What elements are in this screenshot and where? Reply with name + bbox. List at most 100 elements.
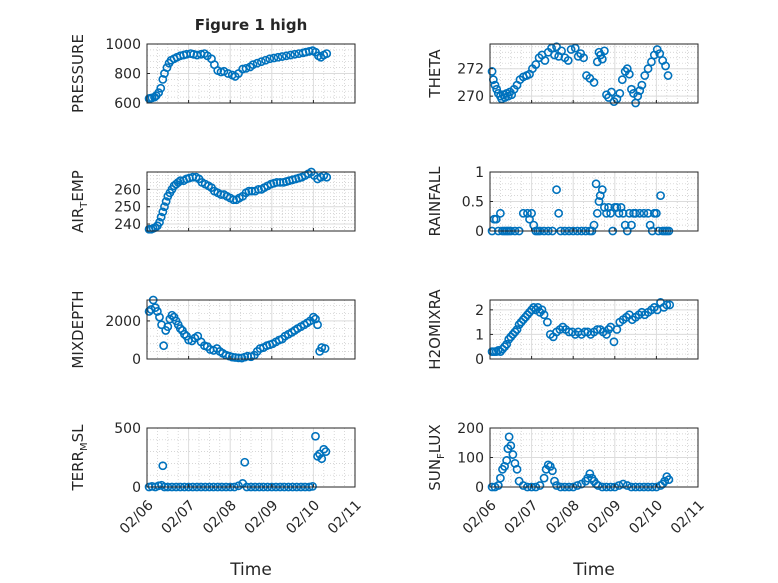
- data-point: [617, 75, 627, 85]
- x-tick-label: 02/11: [325, 497, 365, 537]
- data-point: [570, 43, 580, 53]
- data-point: [600, 46, 609, 56]
- data-point: [495, 473, 505, 483]
- y-axis-label: AIRTEMP: [69, 170, 90, 233]
- data-point: [609, 337, 619, 347]
- data-point: [615, 88, 625, 98]
- data-point: [319, 444, 329, 454]
- y-tick-label: 250: [114, 200, 141, 216]
- y-tick-label: 272: [457, 62, 484, 78]
- data-point: [589, 78, 599, 87]
- data-point: [506, 441, 516, 451]
- data-point: [308, 482, 317, 491]
- data-point: [527, 208, 536, 218]
- data-point: [155, 312, 164, 322]
- data-point: [618, 208, 628, 218]
- data-point: [643, 208, 653, 218]
- data-point: [539, 310, 549, 320]
- data-point: [602, 330, 611, 339]
- data-point: [604, 325, 613, 334]
- x-axis-label-left: Time: [229, 560, 272, 580]
- data-point: [643, 64, 653, 74]
- data-point: [491, 214, 501, 224]
- data-point: [173, 178, 183, 187]
- data-point: [492, 84, 502, 94]
- data-point: [612, 325, 622, 334]
- data-point: [661, 61, 670, 71]
- data-point: [156, 83, 166, 93]
- data-point: [606, 208, 616, 218]
- y-tick-label: 500: [114, 421, 141, 437]
- x-tick-label: 02/10: [283, 497, 323, 537]
- data-point: [248, 60, 258, 70]
- data-point: [512, 464, 522, 474]
- data-point: [591, 179, 601, 189]
- data-point: [154, 88, 164, 98]
- x-tick-label: 02/09: [585, 497, 625, 537]
- data-point: [290, 49, 300, 59]
- data-point: [252, 58, 262, 68]
- x-axis-label-right: Time: [572, 560, 615, 580]
- data-point: [656, 191, 665, 200]
- data-point: [548, 466, 557, 476]
- data-point: [535, 481, 545, 490]
- data-point: [321, 447, 331, 456]
- data-point: [665, 300, 675, 310]
- data-point: [254, 184, 263, 194]
- data-point: [502, 339, 512, 349]
- data-point: [156, 212, 166, 222]
- x-tick-label: 02/08: [200, 497, 240, 537]
- subplot-sunlux: 0 100 200 02/06 02/07 02/08 02/09 02/10 02/11 SUN…: [426, 421, 708, 537]
- subplot-theta: 270 272 THETA: [426, 42, 699, 108]
- data-point: [624, 208, 634, 218]
- data-point: [539, 473, 549, 483]
- data-point: [155, 217, 164, 227]
- data-point: [281, 51, 291, 61]
- axes-box: [146, 171, 356, 232]
- axes-box: [489, 43, 699, 104]
- data-point: [540, 56, 550, 65]
- data-point: [158, 207, 168, 217]
- data-point: [635, 208, 645, 218]
- data-point: [529, 302, 539, 312]
- data-point: [640, 71, 650, 80]
- subplot-h2omixra: 0 1 2 H2OMIXRA: [426, 289, 699, 370]
- data-point: [158, 75, 168, 84]
- axes-box: [146, 299, 356, 360]
- data-point: [531, 60, 541, 69]
- data-point: [622, 64, 632, 74]
- y-tick-label: 200: [457, 421, 484, 437]
- data-point: [543, 317, 552, 327]
- axes-box: [489, 299, 699, 360]
- subplot-pressure: 600 800 1000 PRESSURE: [69, 34, 356, 113]
- data-point: [308, 312, 318, 322]
- figure-title: Figure 1 high: [195, 16, 308, 34]
- data-point: [518, 481, 528, 490]
- y-tick-label: 0: [132, 352, 141, 368]
- data-point: [537, 305, 547, 315]
- data-point: [229, 195, 238, 205]
- data-point: [635, 86, 645, 96]
- data-point: [277, 52, 287, 61]
- x-tick-label: 02/06: [117, 497, 157, 537]
- data-point: [167, 310, 177, 320]
- data-point: [508, 450, 518, 459]
- y-tick-label: 1000: [105, 37, 141, 53]
- data-point: [585, 469, 595, 479]
- data-point: [313, 320, 322, 330]
- data-point: [320, 344, 330, 353]
- data-point: [175, 324, 185, 333]
- y-tick-label: 0: [475, 224, 484, 240]
- data-point: [664, 475, 674, 485]
- y-axis-label: H2OMIXRA: [426, 289, 444, 370]
- y-axis-label: RAINFALL: [426, 166, 444, 237]
- data-point: [256, 57, 266, 67]
- data-point: [317, 454, 327, 464]
- data-point: [639, 208, 649, 218]
- data-point: [593, 481, 603, 490]
- x-tick-label: 02/10: [626, 497, 666, 537]
- x-tick-label: 02/07: [159, 497, 199, 537]
- y-tick-label: 600: [114, 96, 141, 112]
- y-axis-label: THETA: [426, 49, 444, 99]
